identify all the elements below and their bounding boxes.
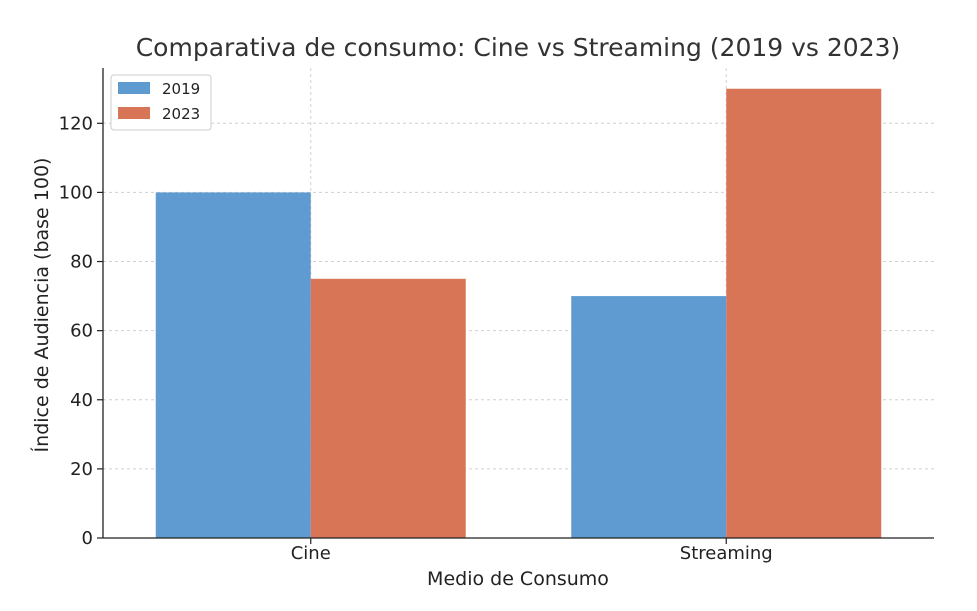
y-tick-label: 20 <box>70 459 93 480</box>
y-axis-label: Índice de Audiencia (base 100) <box>30 158 53 453</box>
bar-streaming-2019 <box>571 296 727 538</box>
legend-swatch-2019 <box>118 82 150 94</box>
axes <box>102 68 934 539</box>
y-tick-label: 80 <box>70 252 93 273</box>
bars <box>155 88 882 539</box>
bar-cine-2023 <box>310 278 466 538</box>
legend-label-2019: 2019 <box>162 80 200 98</box>
y-tick-label: 40 <box>70 390 93 411</box>
x-tick-label: Cine <box>291 543 331 564</box>
x-ticks: Cine Streaming <box>291 538 773 564</box>
bar-cine-2019 <box>155 192 311 539</box>
x-tick-label: Streaming <box>680 543 773 564</box>
legend: 2019 2023 <box>110 74 212 131</box>
y-tick-label: 60 <box>70 321 93 342</box>
legend-swatch-2023 <box>118 107 150 119</box>
y-tick-label: 120 <box>59 113 93 134</box>
x-axis-label: Medio de Consumo <box>427 568 609 590</box>
bar-streaming-2023 <box>726 88 882 538</box>
chart-title: Comparativa de consumo: Cine vs Streamin… <box>136 33 901 62</box>
y-tick-label: 0 <box>82 528 93 549</box>
legend-label-2023: 2023 <box>162 105 200 123</box>
y-ticks: 0 20 40 60 80 100 120 <box>59 113 103 549</box>
y-tick-label: 100 <box>59 182 93 203</box>
